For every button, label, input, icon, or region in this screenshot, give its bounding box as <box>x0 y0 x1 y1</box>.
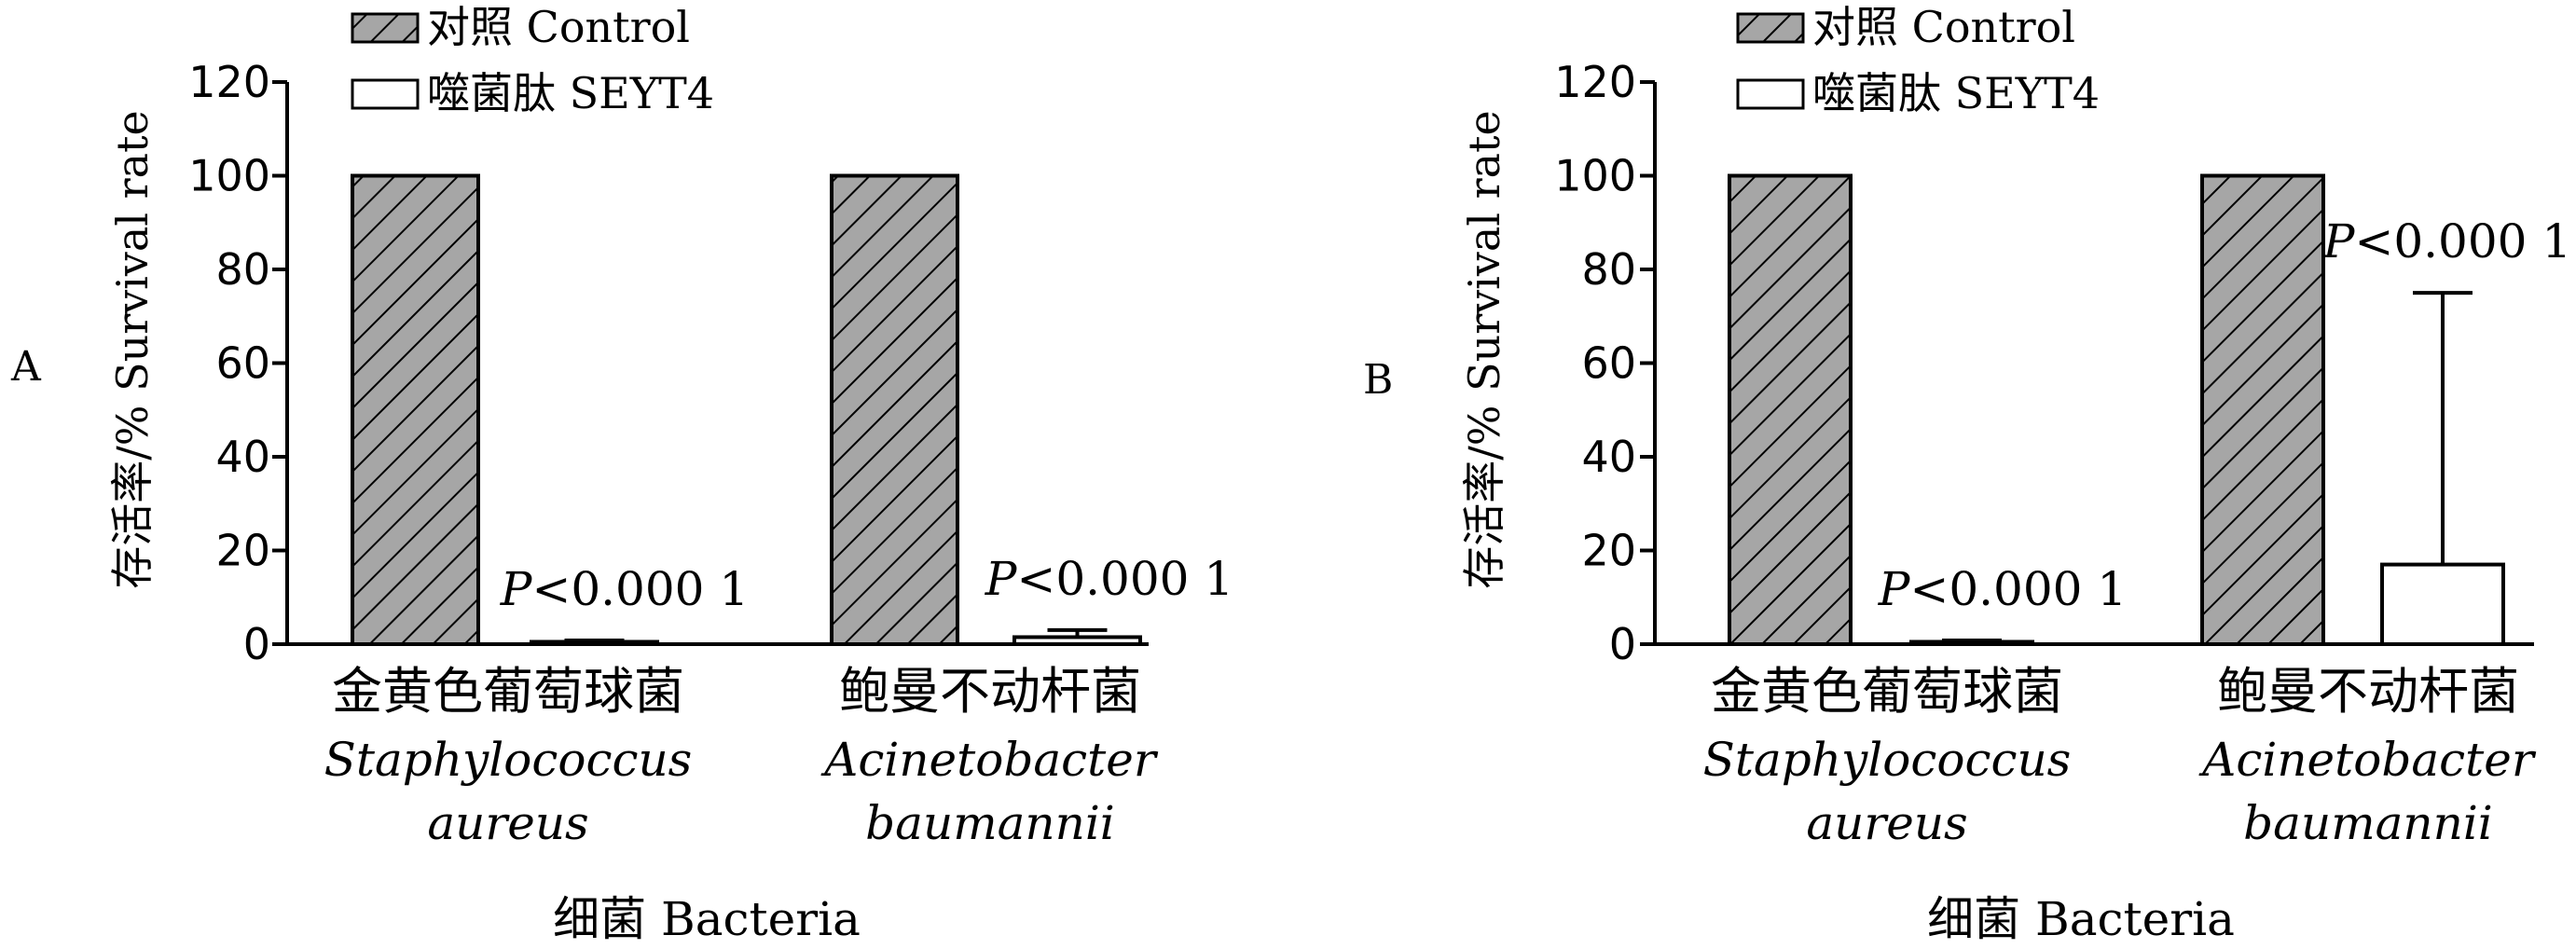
category-latin-1b: baumannii <box>2243 796 2493 850</box>
y-axis: 0 20 40 60 80 100 120 <box>188 57 287 669</box>
category-zh-1: 鲍曼不动杆菌 <box>2217 662 2519 721</box>
y-tick-label: 60 <box>1581 338 1636 389</box>
p-value-annotation: P<0.000 1 <box>500 562 749 616</box>
y-tick-label: 120 <box>1554 57 1636 107</box>
legend-swatch-seyt4 <box>351 78 420 110</box>
chart-panel-b: B 存活率/% Survival rate 对照 Control 噬菌肽 SEY… <box>1363 2 2571 946</box>
category-zh-0: 金黄色葡萄球菌 <box>1711 662 2063 721</box>
category-zh-1: 鲍曼不动杆菌 <box>839 662 1141 721</box>
legend: 对照 Control 噬菌肽 SEYT4 <box>1736 2 2100 118</box>
bar-seyt4-1 <box>1012 635 1142 647</box>
y-axis: 0 20 40 60 80 100 120 <box>1554 57 1655 669</box>
y-tick-label: 20 <box>215 526 270 576</box>
x-axis-label: 细菌 Bacteria <box>1927 892 2235 946</box>
bar-control-0 <box>1728 173 1853 646</box>
y-tick-label: 100 <box>1554 151 1636 201</box>
legend: 对照 Control 噬菌肽 SEYT4 <box>351 2 714 118</box>
category-latin-0b: aureus <box>1806 796 1967 850</box>
p-value-annotation: P<0.000 1 <box>985 552 1233 606</box>
legend-label-control: 对照 Control <box>427 2 690 52</box>
y-tick-label: 100 <box>188 151 270 201</box>
x-category-labels: 金黄色葡萄球菌 Staphylococcus aureus 鲍曼不动杆菌 Aci… <box>324 662 1159 850</box>
legend-swatch-control <box>351 12 420 44</box>
bars: P<0.000 1 P<0.000 1 <box>351 173 1233 647</box>
category-latin-0a: Staphylococcus <box>1703 733 2072 787</box>
bar-control-1 <box>2200 173 2325 646</box>
y-tick-label: 120 <box>188 57 270 107</box>
category-zh-0: 金黄色葡萄球菌 <box>332 662 684 721</box>
category-latin-1a: Acinetobacter <box>820 733 1159 787</box>
y-axis-label: 存活率/% Survival rate <box>1459 110 1509 589</box>
bars: P<0.000 1 P<0.000 1 <box>1728 173 2571 647</box>
y-tick-label: 0 <box>1609 619 1636 669</box>
legend-swatch-seyt4 <box>1736 78 1805 110</box>
x-axis-label: 细菌 Bacteria <box>553 892 861 946</box>
y-tick-label: 80 <box>1581 244 1636 295</box>
y-tick-label: 80 <box>215 244 270 295</box>
x-category-labels: 金黄色葡萄球菌 Staphylococcus aureus 鲍曼不动杆菌 Aci… <box>1703 662 2537 850</box>
p-value-annotation: P<0.000 1 <box>1878 562 2127 616</box>
panel-label: A <box>10 343 42 391</box>
legend-swatch-control <box>1736 12 1805 44</box>
chart-panel-a: A 存活率/% Survival rate 对照 Control 噬菌肽 SEY… <box>10 2 1233 946</box>
legend-label-seyt4: 噬菌肽 SEYT4 <box>427 68 714 118</box>
y-tick-label: 40 <box>215 432 270 482</box>
y-tick-label: 0 <box>243 619 270 669</box>
bar-control-0 <box>351 173 480 646</box>
bar-control-1 <box>830 173 959 646</box>
category-latin-0a: Staphylococcus <box>324 733 693 787</box>
y-tick-label: 20 <box>1581 526 1636 576</box>
legend-label-control: 对照 Control <box>1812 2 2075 52</box>
y-tick-label: 40 <box>1581 432 1636 482</box>
panel-label: B <box>1363 356 1393 404</box>
bar-seyt4-1 <box>2380 562 2505 647</box>
y-tick-label: 60 <box>215 338 270 389</box>
p-value-annotation: P<0.000 1 <box>2322 214 2571 268</box>
category-latin-0b: aureus <box>427 796 588 850</box>
category-latin-1a: Acinetobacter <box>2198 733 2537 787</box>
y-axis-label: 存活率/% Survival rate <box>107 110 158 589</box>
legend-label-seyt4: 噬菌肽 SEYT4 <box>1812 68 2100 118</box>
category-latin-1b: baumannii <box>865 796 1115 850</box>
